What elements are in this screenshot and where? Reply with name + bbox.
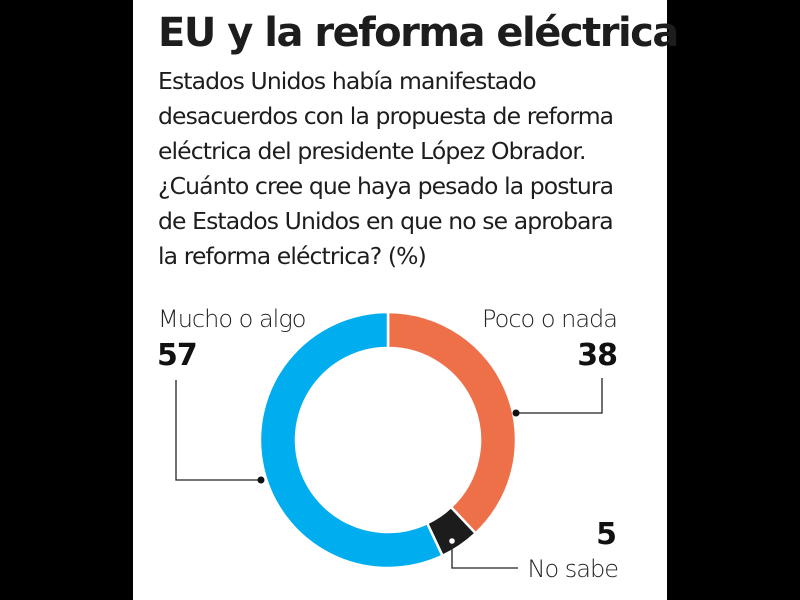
label-no-sabe: No sabe bbox=[527, 555, 619, 583]
chart-panel bbox=[133, 0, 667, 600]
leader-dot-mucho bbox=[257, 476, 265, 484]
survey-question: Estados Unidos había manifestado desacue… bbox=[158, 67, 614, 270]
value-poco-o-nada: 38 bbox=[577, 338, 618, 373]
leader-line-poco bbox=[516, 378, 603, 414]
donut-slice-poco-o-nada bbox=[386, 310, 518, 536]
leader-line-mucho bbox=[175, 380, 261, 481]
donut-slice-mucho-o-algo bbox=[258, 310, 445, 570]
label-poco-o-nada: Poco o nada bbox=[482, 305, 618, 333]
value-mucho-o-algo: 57 bbox=[157, 338, 198, 373]
leader-dot-nosabe bbox=[449, 538, 455, 544]
leader-dot-poco bbox=[512, 409, 520, 417]
chart-title: EU y la reforma eléctrica bbox=[158, 10, 679, 56]
label-mucho-o-algo: Mucho o algo bbox=[158, 305, 306, 333]
value-no-sabe: 5 bbox=[596, 517, 617, 552]
leader-line-nosabe bbox=[451, 541, 518, 569]
